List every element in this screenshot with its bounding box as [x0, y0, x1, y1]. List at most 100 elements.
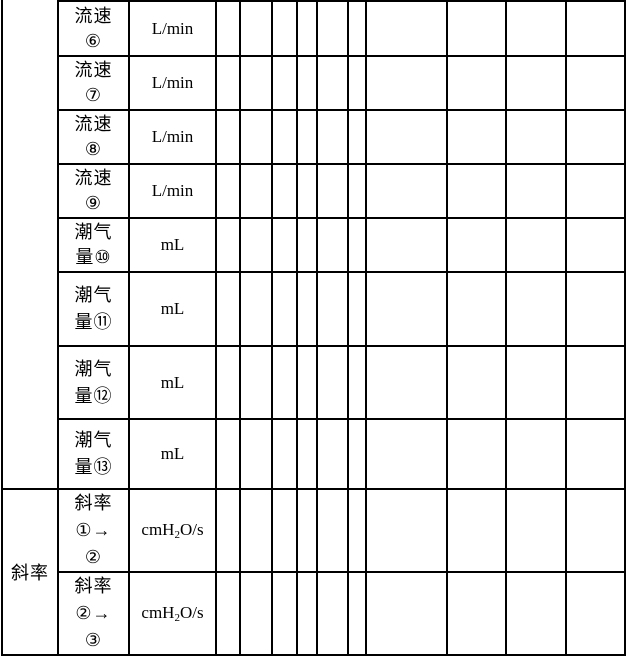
data-cell [296, 55, 318, 111]
data-cell [271, 488, 298, 573]
data-cell [565, 163, 626, 219]
circled-number: ⑥ [84, 30, 103, 51]
data-cell [316, 0, 349, 57]
circled-number: ⑨ [84, 193, 103, 213]
row-label-flow-6: 流速 ⑥ [57, 0, 130, 57]
unit-subscript: 2 [174, 612, 180, 624]
table-row-tidal-12: 潮气 量⑫ mL [2, 345, 626, 420]
data-cell [316, 488, 349, 573]
data-cell [271, 55, 298, 111]
row-label-text: 斜率 [74, 576, 113, 596]
data-cell [347, 0, 367, 57]
unit-cell: L/min [128, 0, 217, 57]
data-cell [446, 55, 507, 111]
data-cell [215, 345, 241, 420]
data-cell [565, 345, 626, 420]
row-label-text: 流速 [74, 114, 113, 134]
circled-number: 量⑬ [74, 457, 113, 477]
unit-text: mL [160, 444, 185, 463]
row-label-flow-8: 流速 ⑧ [57, 109, 130, 165]
data-cell [365, 163, 448, 219]
data-cell [296, 109, 318, 165]
data-cell [446, 271, 507, 347]
data-cell [271, 271, 298, 347]
data-cell [316, 571, 349, 656]
row-label-text: 潮气 [74, 430, 113, 450]
data-cell [446, 0, 507, 57]
data-cell [296, 0, 318, 57]
data-cell [446, 163, 507, 219]
group-cell-empty [1, 0, 59, 490]
circled-number: 量⑫ [74, 385, 113, 406]
data-cell [215, 163, 241, 219]
unit-text: mL [160, 299, 185, 318]
data-cell [565, 571, 626, 656]
unit-text: L/min [151, 73, 194, 92]
unit-cell: mL [128, 418, 217, 490]
row-label-text: 斜率 [74, 493, 113, 513]
data-cell [316, 345, 349, 420]
circled-number: ② [84, 547, 103, 567]
unit-text: L/min [151, 18, 194, 38]
data-cell [347, 488, 367, 573]
data-cell [365, 418, 448, 490]
circled-number: 量⑪ [74, 312, 113, 332]
data-cell [365, 55, 448, 111]
data-cell [365, 217, 448, 273]
data-cell [296, 271, 318, 347]
data-cell [239, 0, 273, 57]
data-cell [505, 271, 567, 347]
data-cell [271, 0, 298, 57]
unit-cell: cmH2O/s [128, 571, 217, 656]
row-label-slope-2-3: 斜率 ②→ ③ [57, 571, 130, 656]
circled-number-arrow: ②→ [75, 603, 112, 623]
row-label-tidal-10: 潮气 量⑩ [57, 217, 130, 273]
table-row-flow-9: 流速 ⑨ L/min [2, 163, 626, 219]
data-cell [271, 345, 298, 420]
data-cell [505, 55, 567, 111]
row-label-flow-9: 流速 ⑨ [57, 163, 130, 219]
data-cell [215, 0, 241, 57]
data-cell [347, 418, 367, 490]
circled-number: ⑧ [84, 139, 103, 159]
unit-cell: cmH2O/s [128, 488, 217, 573]
data-cell [296, 418, 318, 490]
data-cell [271, 571, 298, 656]
circled-number-arrow: ①→ [75, 520, 112, 540]
table-row-tidal-11: 潮气 量⑪ mL [2, 271, 626, 347]
data-cell [239, 217, 273, 273]
table-row-tidal-13: 潮气 量⑬ mL [2, 418, 626, 490]
row-label-slope-1-2: 斜率 ①→ ② [57, 488, 130, 573]
data-cell [347, 109, 367, 165]
data-cell [505, 488, 567, 573]
data-cell [239, 271, 273, 347]
data-cell [271, 109, 298, 165]
data-cell [239, 345, 273, 420]
data-cell [296, 163, 318, 219]
unit-text: L/min [151, 127, 194, 146]
data-cell [365, 109, 448, 165]
data-cell [565, 0, 626, 57]
row-label-text: 潮气 [74, 358, 113, 379]
unit-cell: mL [128, 345, 217, 420]
unit-cell: mL [128, 217, 217, 273]
circled-number: 量⑩ [75, 247, 112, 267]
data-cell [215, 271, 241, 347]
data-cell [215, 488, 241, 573]
data-cell [215, 55, 241, 111]
data-cell [347, 55, 367, 111]
table-row-tidal-10: 潮气 量⑩ mL [2, 217, 626, 273]
data-cell [365, 571, 448, 656]
data-cell [565, 109, 626, 165]
data-cell [365, 488, 448, 573]
data-cell [316, 163, 349, 219]
data-cell [365, 271, 448, 347]
unit-text: mL [160, 235, 185, 254]
row-label-text: 流速 [74, 60, 113, 80]
group-label-cell: 斜率 [1, 488, 59, 656]
data-cell [565, 418, 626, 490]
table-row-flow-7: 流速 ⑦ L/min [2, 55, 626, 111]
data-cell [215, 217, 241, 273]
data-cell [296, 217, 318, 273]
